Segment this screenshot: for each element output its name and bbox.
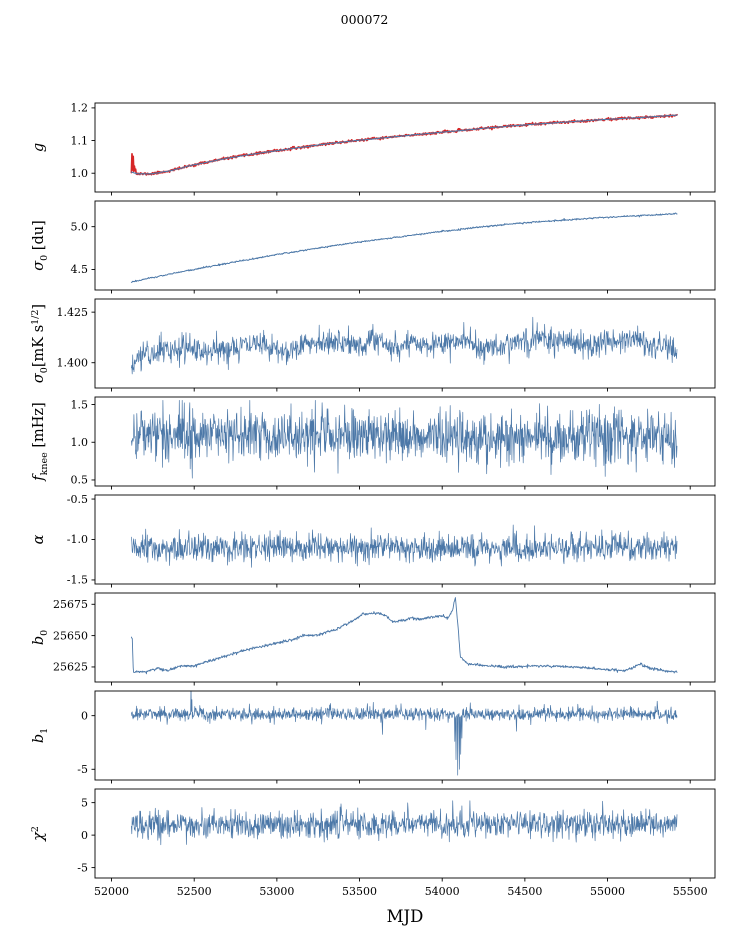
y-axis-label: σ0[mK s1/2] xyxy=(30,304,50,383)
y-axis-label: g xyxy=(31,143,47,152)
panel-chi2: -5 0 5 52000 52500 53000 53500 54000 54500 55000 5… xyxy=(30,788,716,898)
panel-sigma0-mk: 1.400 1.425 σ0[mK s1/2] xyxy=(30,298,716,392)
y-tick-label: 1.400 xyxy=(57,356,89,369)
y-tick-label: 25650 xyxy=(53,629,88,642)
panel-frame xyxy=(94,396,716,487)
panel-sigma0-du: 4.5 5.0 σ0 [du] xyxy=(31,200,716,294)
series-g-data xyxy=(130,113,678,176)
series-b0 xyxy=(130,597,678,675)
figure-title: 000072 xyxy=(340,12,389,27)
x-tick-label: 54500 xyxy=(507,885,542,898)
series-sigma0-mk xyxy=(131,316,678,375)
x-tick-label: 54000 xyxy=(425,885,460,898)
panel-frame xyxy=(94,592,716,683)
plot-area: 1.0 1.1 1.2 g 4.5 5.0 σ0 [du] 1.400 1.425 σ0[mK s… xyxy=(30,102,716,926)
series-b1 xyxy=(131,690,678,776)
y-tick-label: -1.5 xyxy=(67,574,88,587)
panel-alpha: -1.5 -1.0 -0.5 α xyxy=(31,493,716,588)
y-tick-label: -5 xyxy=(77,861,88,874)
y-tick-label: -0.5 xyxy=(67,493,88,506)
y-axis-label: χ2 xyxy=(30,826,47,842)
series-g-fit xyxy=(130,114,678,175)
series-sigma0-du xyxy=(130,212,678,283)
panel-fknee: 0.5 1.0 1.5 fknee [mHz] xyxy=(31,396,716,490)
x-tick-label: 55500 xyxy=(673,885,708,898)
y-tick-label: 0 xyxy=(81,709,88,722)
y-axis-label: b0 xyxy=(31,630,50,645)
y-axis-label: fknee [mHz] xyxy=(31,402,50,481)
x-tick-label: 55000 xyxy=(590,885,625,898)
series-chi2 xyxy=(131,800,678,846)
y-tick-label: 1.5 xyxy=(71,398,89,411)
x-tick-label: 52500 xyxy=(177,885,212,898)
y-tick-label: -1.0 xyxy=(67,533,88,546)
y-tick-label: 0.5 xyxy=(71,474,89,487)
y-tick-label: 5 xyxy=(81,796,88,809)
y-tick-label: 1.1 xyxy=(71,134,89,147)
series-fknee xyxy=(131,400,678,479)
panel-frame xyxy=(94,102,716,193)
panel-frame xyxy=(94,200,716,291)
y-tick-label: 4.5 xyxy=(71,263,89,276)
y-tick-label: 1.2 xyxy=(71,102,89,115)
x-tick-label: 52000 xyxy=(94,885,129,898)
y-tick-label: 1.0 xyxy=(71,167,89,180)
y-tick-label: 1.425 xyxy=(57,306,89,319)
y-tick-label: 1.0 xyxy=(71,436,89,449)
y-tick-label: 25625 xyxy=(53,661,88,674)
y-axis-label: σ0 [du] xyxy=(31,220,50,271)
x-tick-label: 53000 xyxy=(259,885,294,898)
panel-g: 1.0 1.1 1.2 g xyxy=(31,102,716,196)
panel-b0: 25625 25650 25675 b0 xyxy=(31,592,716,686)
y-tick-label: 0 xyxy=(81,829,88,842)
y-tick-label: 5.0 xyxy=(71,220,89,233)
x-axis-label: MJD xyxy=(387,907,424,926)
y-tick-label: -5 xyxy=(77,763,88,776)
panel-b1: -5 0 b1 xyxy=(31,690,716,784)
y-axis-label: b1 xyxy=(31,728,50,743)
panel-frame xyxy=(94,298,716,389)
panel-frame xyxy=(94,788,716,879)
x-tick-label: 53500 xyxy=(342,885,377,898)
y-tick-label: 25675 xyxy=(53,598,88,611)
panel-frame xyxy=(94,690,716,781)
y-axis-label: α xyxy=(31,534,47,544)
series-alpha xyxy=(131,524,678,568)
